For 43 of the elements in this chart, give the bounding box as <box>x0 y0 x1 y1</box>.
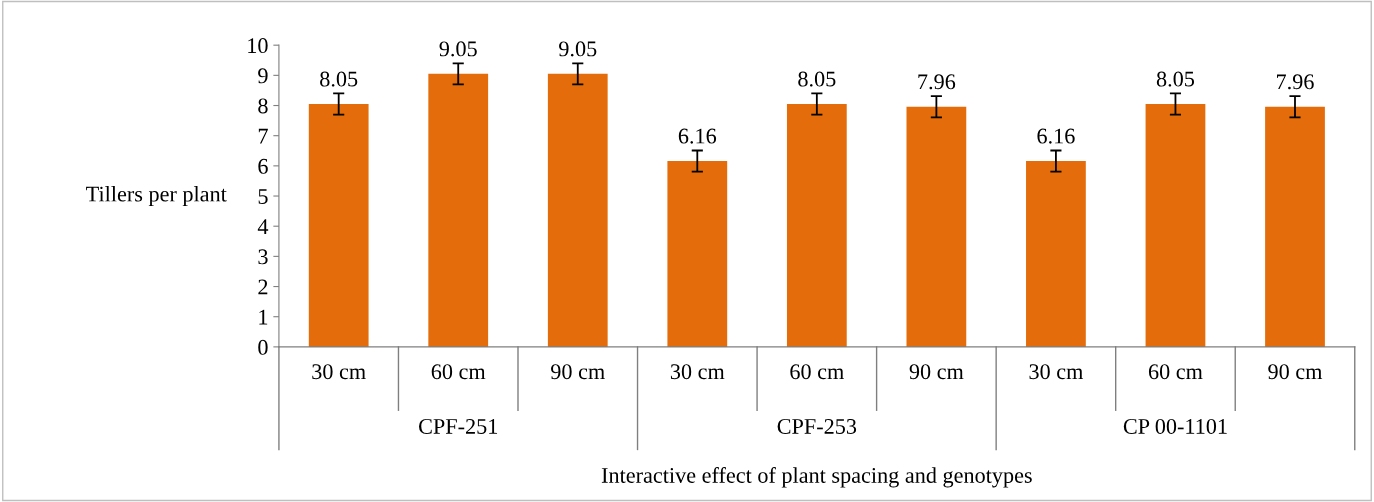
x-axis-title: Interactive effect of plant spacing and genotypes <box>601 467 1032 488</box>
data-label: 7.96 <box>1277 74 1314 90</box>
y-tick-label: 1 <box>259 309 268 325</box>
text: CP 00-1101 <box>1123 418 1227 434</box>
y-tick-label: 10 <box>248 38 268 54</box>
data-label: 8.05 <box>798 71 836 87</box>
bar <box>1026 161 1086 347</box>
y-tick-label: 2 <box>258 279 268 295</box>
data-label: 8.05 <box>320 71 358 87</box>
y-tick-label: 0 <box>258 339 268 355</box>
y-tick-label: 6 <box>258 158 268 174</box>
text: CPF-253 <box>777 418 857 434</box>
x-tick-label: 90 cm <box>551 364 605 380</box>
data-label: 9.05 <box>439 41 477 57</box>
y-tick-label: 4 <box>257 219 269 234</box>
data-label: 6.16 <box>678 128 717 144</box>
bar <box>667 161 728 347</box>
text: CPF-251 <box>419 418 498 434</box>
y-tick-label: 3 <box>258 249 268 265</box>
x-tick-label: 30 cm <box>312 364 366 380</box>
x-tick-label: 60 cm <box>1148 364 1203 380</box>
bar <box>1145 104 1206 347</box>
y-tick-label: 5 <box>258 189 268 204</box>
bar <box>428 73 489 347</box>
y-tick-label: 8 <box>258 98 268 114</box>
x-tick-label: 60 cm <box>431 364 486 380</box>
bar <box>786 104 847 347</box>
x-tick-label: 90 cm <box>909 364 964 380</box>
data-label: 6.16 <box>1037 128 1075 144</box>
y-tick-label: 7 <box>258 128 268 144</box>
y-tick-label: 9 <box>258 68 268 84</box>
bar <box>1265 106 1325 347</box>
data-label: 9.05 <box>559 41 597 57</box>
y-axis-title: Tillers per plant <box>86 185 227 207</box>
x-tick-label: 30 cm <box>670 364 725 380</box>
data-label: 8.05 <box>1156 71 1195 87</box>
x-tick-label: 90 cm <box>1268 364 1323 380</box>
x-tick-label: 60 cm <box>790 364 844 380</box>
data-label: 7.96 <box>918 74 956 90</box>
x-tick-label: 30 cm <box>1029 364 1084 380</box>
bar <box>308 104 369 347</box>
bar <box>547 73 608 347</box>
bar <box>906 106 967 347</box>
